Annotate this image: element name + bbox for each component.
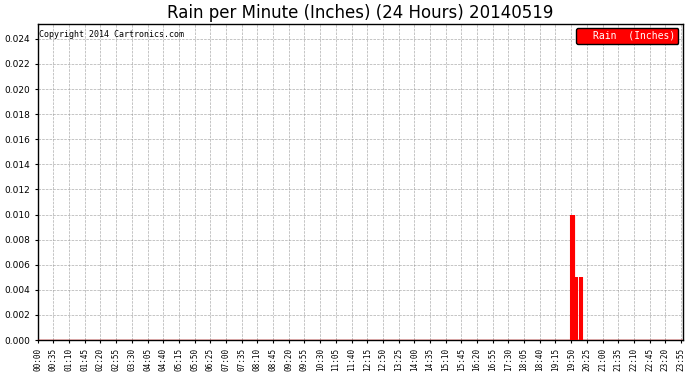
Title: Rain per Minute (Inches) (24 Hours) 20140519: Rain per Minute (Inches) (24 Hours) 2014… [167,4,553,22]
Text: Copyright 2014 Cartronics.com: Copyright 2014 Cartronics.com [39,30,184,39]
Legend: Rain  (Inches): Rain (Inches) [576,28,678,44]
